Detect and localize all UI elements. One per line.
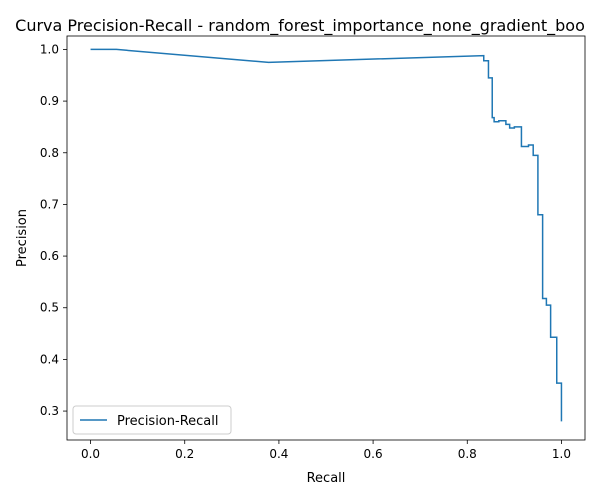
- y-tick-label: 1.0: [40, 42, 59, 56]
- x-tick-label: 0.6: [364, 447, 383, 461]
- x-tick-label: 0.4: [269, 447, 288, 461]
- y-tick-label: 0.3: [40, 404, 59, 418]
- x-tick-label: 0.8: [458, 447, 477, 461]
- legend-label: Precision-Recall: [117, 414, 218, 429]
- legend-box: [72, 405, 232, 435]
- y-tick-label: 0.9: [40, 94, 59, 108]
- y-tick-label: 0.5: [40, 301, 59, 315]
- y-tick-label: 0.4: [40, 352, 59, 366]
- legend: Precision-Recall: [72, 405, 232, 435]
- y-axis-ticks: 0.3 0.4 0.5 0.6 0.7 0.8 0.9 1.0: [40, 42, 67, 418]
- chart-title: Curva Precision-Recall - random_forest_i…: [15, 16, 585, 36]
- x-tick-label: 1.0: [552, 447, 571, 461]
- x-tick-label: 0.2: [175, 447, 194, 461]
- plot-frame: [66, 35, 586, 441]
- plot-area: [67, 36, 585, 440]
- x-tick-label: 0.0: [81, 447, 100, 461]
- y-tick-label: 0.6: [40, 249, 59, 263]
- x-axis-ticks: 0.0 0.2 0.4 0.6 0.8 1.0: [81, 440, 571, 461]
- y-tick-label: 0.8: [40, 146, 59, 160]
- y-tick-label: 0.7: [40, 197, 59, 211]
- y-axis-label: Precision: [15, 209, 30, 267]
- series-line-precision-recall: [90, 48, 563, 422]
- x-axis-label: Recall: [307, 471, 346, 486]
